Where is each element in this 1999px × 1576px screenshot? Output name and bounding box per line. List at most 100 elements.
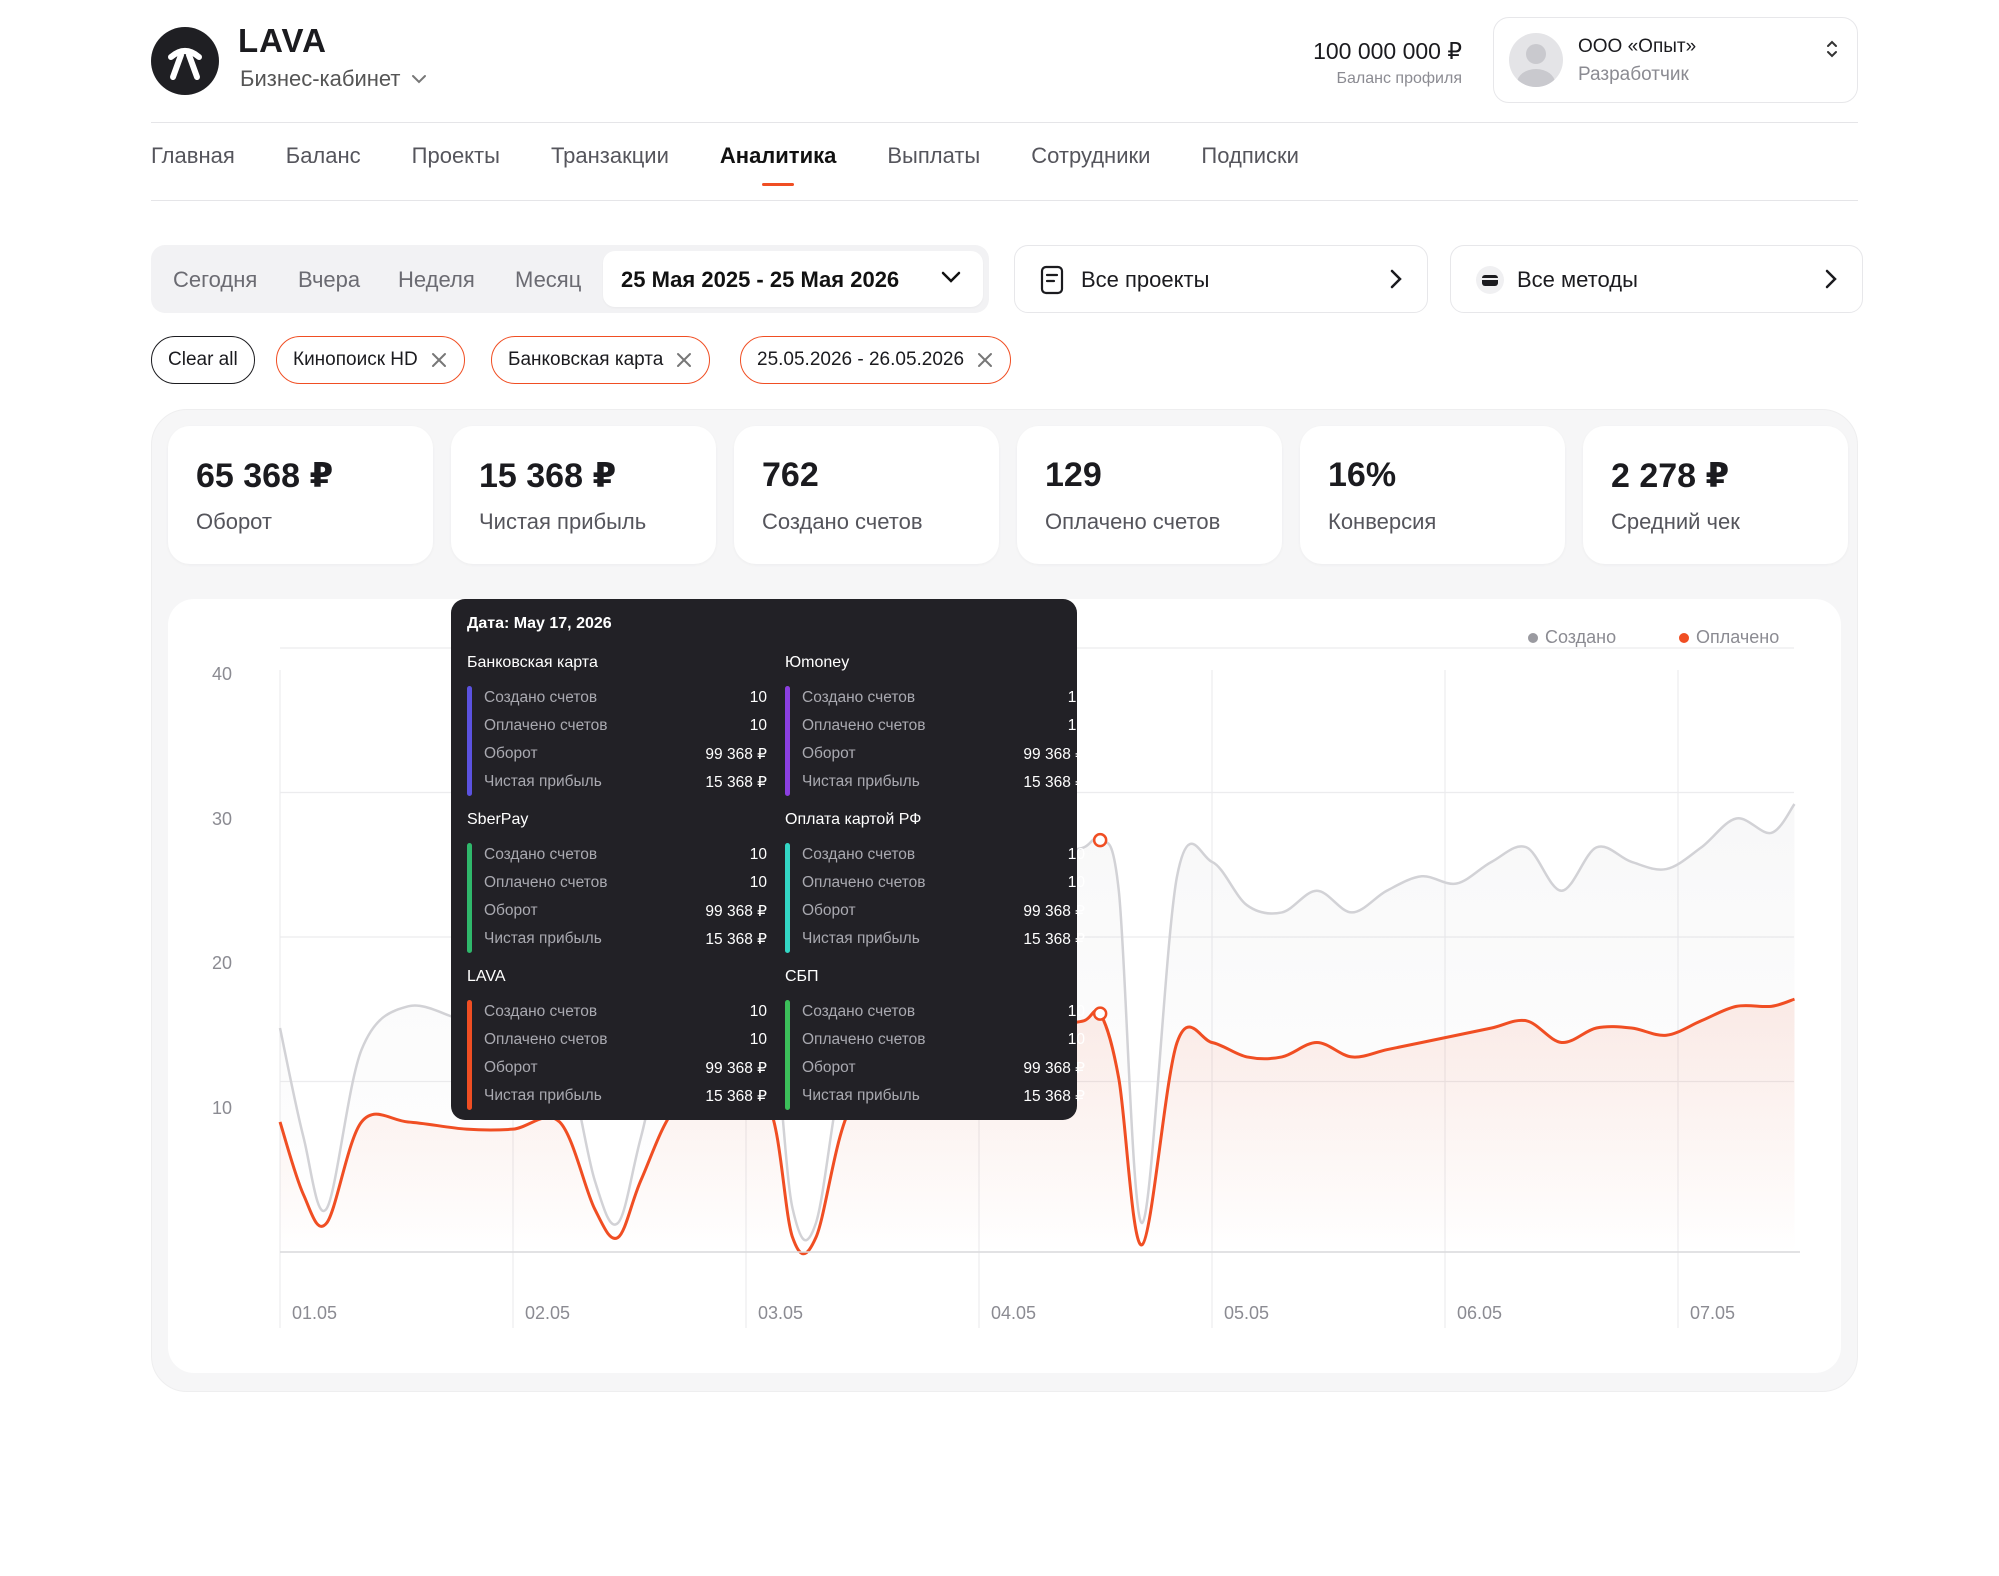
nav-item-projects[interactable]: Проекты — [411, 143, 500, 168]
tooltip-row-label: Оплачено счетов — [802, 874, 926, 891]
tooltip-row: Создано счетов 10 — [785, 1000, 1085, 1028]
tooltip-row-value: 10 — [1067, 874, 1085, 891]
methods-select-label: Все методы — [1517, 267, 1638, 292]
tooltip-row-label: Создано счетов — [484, 846, 598, 863]
tooltip-row-label: Создано счетов — [484, 689, 598, 706]
close-icon[interactable] — [430, 351, 448, 369]
period-yesterday[interactable]: Вчера — [298, 267, 361, 292]
stat-value: 129 — [1045, 456, 1102, 494]
filter-chip-label: Кинопоиск HD — [293, 349, 418, 370]
tooltip-row: Оплачено счетов 10 — [785, 1028, 1085, 1056]
tooltip-row: Оплачено счетов 10 — [467, 1028, 767, 1056]
tooltip-group-title: Оплата картой РФ — [785, 811, 922, 828]
lava-logo[interactable] — [151, 27, 219, 95]
tooltip-group-title: SberPay — [467, 811, 529, 828]
tooltip-row: Чистая прибыль 15 368 ₽ — [785, 770, 1085, 798]
x-tick-label: 03.05 — [758, 1303, 804, 1323]
stat-value: 762 — [762, 456, 819, 494]
projects-select-label: Все проекты — [1081, 267, 1210, 292]
filter-chip-label: Банковская карта — [508, 349, 664, 370]
account-switcher[interactable]: ООО «Опыт» Разработчик — [1493, 17, 1858, 103]
tooltip-group-body: Создано счетов 10 Оплачено счетов 10 Оборот 9… — [467, 843, 767, 955]
tooltip-row-value: 10 — [749, 717, 767, 734]
nav-item-transactions[interactable]: Транзакции — [550, 143, 669, 168]
receipt-icon — [1040, 265, 1064, 295]
tooltip-group: СБП Создано счетов 10 Оплачено счетов 10 Обор… — [785, 968, 1085, 1112]
filter-chip[interactable]: 25.05.2026 - 26.05.2026 — [740, 336, 1012, 384]
tooltip-row-label: Оборот — [484, 745, 538, 762]
period-week[interactable]: Неделя — [398, 267, 475, 292]
tooltip-row-value: 10 — [1067, 1031, 1085, 1048]
tooltip-row: Оплачено счетов 10 — [785, 871, 1085, 899]
clear-all-label: Clear all — [168, 349, 238, 370]
date-range-label: 25 Мая 2025 - 25 Мая 2026 — [621, 267, 900, 292]
tooltip-group-body: Создано счетов 10 Оплачено счетов 10 Оборот 9… — [467, 686, 767, 798]
tooltip-row-value: 99 368 ₽ — [705, 746, 767, 763]
tooltip-row-value: 10 — [749, 846, 767, 863]
tooltip-group: Юmoney Создано счетов 10 Оплачено счетов 10 О… — [785, 654, 1085, 798]
nav-item-main[interactable]: Главная — [151, 143, 235, 168]
tooltip-group-title: СБП — [785, 968, 819, 985]
stat-value: 16% — [1328, 456, 1397, 494]
nav-item-analytics[interactable]: Аналитика — [719, 143, 837, 168]
tooltip-row: Чистая прибыль 15 368 ₽ — [467, 770, 767, 798]
nav-item-subscriptions[interactable]: Подписки — [1201, 143, 1299, 168]
tooltip-row-value: 99 368 ₽ — [705, 1060, 767, 1077]
tooltip-row-label: Создано счетов — [802, 1003, 916, 1020]
highlight-point-created[interactable] — [1092, 832, 1108, 848]
tooltip-row: Чистая прибыль 15 368 ₽ — [467, 927, 767, 955]
tooltip-row-label: Создано счетов — [802, 689, 916, 706]
stat-card-conversion: 16% Конверсия — [1300, 426, 1565, 564]
tooltip-group-body: Создано счетов 10 Оплачено счетов 10 Оборот 9… — [785, 1000, 1085, 1112]
tooltip-row-value: 15 368 ₽ — [1023, 1088, 1085, 1105]
clear-all-button[interactable]: Clear all — [151, 336, 255, 384]
close-icon[interactable] — [675, 351, 693, 369]
methods-select[interactable]: Все методы — [1450, 245, 1863, 313]
stat-value: 2 278 ₽ — [1611, 457, 1730, 495]
legend-item-paid[interactable]: Оплачено — [1679, 627, 1779, 648]
filter-chip-label: 25.05.2026 - 26.05.2026 — [757, 349, 965, 370]
period-today[interactable]: Сегодня — [173, 267, 258, 292]
tooltip-row-label: Чистая прибыль — [802, 1087, 920, 1104]
stat-value: 15 368 ₽ — [479, 457, 617, 495]
tooltip-row-label: Оборот — [802, 1059, 856, 1076]
projects-select[interactable]: Все проекты — [1014, 245, 1428, 313]
stat-card-invoices-paid: 129 Оплачено счетов — [1017, 426, 1282, 564]
tooltip-row: Оборот 99 368 ₽ — [467, 899, 767, 927]
period-month[interactable]: Месяц — [515, 267, 582, 292]
tooltip-row-label: Чистая прибыль — [802, 773, 920, 790]
tooltip-row-label: Оборот — [802, 902, 856, 919]
stat-card-net-profit: 15 368 ₽ Чистая прибыль — [451, 426, 716, 564]
tooltip-row: Чистая прибыль 15 368 ₽ — [785, 1084, 1085, 1112]
tooltip-row: Чистая прибыль 15 368 ₽ — [467, 1084, 767, 1112]
date-range-picker[interactable]: 25 Мая 2025 - 25 Мая 2026 — [603, 251, 983, 307]
nav-item-balance[interactable]: Баланс — [285, 143, 361, 168]
legend-dot — [1679, 632, 1689, 643]
lava-logo-icon — [168, 48, 202, 80]
cabinet-switcher[interactable]: Бизнес-кабинет — [240, 66, 427, 92]
legend-item-created[interactable]: Создано — [1528, 627, 1616, 648]
close-icon[interactable] — [976, 351, 994, 369]
tooltip-row-value: 15 368 ₽ — [705, 931, 767, 948]
tooltip-row-value: 99 368 ₽ — [705, 903, 767, 920]
tooltip-row-label: Чистая прибыль — [484, 930, 602, 947]
nav-item-employees[interactable]: Сотрудники — [1031, 143, 1151, 168]
tooltip-date: Дата: May 17, 2026 — [467, 615, 612, 632]
tooltip-row-value: 10 — [1067, 717, 1085, 734]
filter-chip[interactable]: Кинопоиск HD — [276, 336, 465, 384]
tooltip-row: Создано счетов 10 — [785, 686, 1085, 714]
chevron-right-icon — [1390, 269, 1402, 289]
chevron-down-icon — [941, 271, 961, 283]
filter-chip[interactable]: Банковская карта — [491, 336, 711, 384]
tooltip-row: Создано счетов 10 — [467, 1000, 767, 1028]
highlight-point-paid[interactable] — [1092, 1006, 1108, 1021]
tooltip-group-title: LAVA — [467, 968, 506, 985]
tooltip-color-bar — [467, 843, 472, 953]
tooltip-row-value: 99 368 ₽ — [1023, 1060, 1085, 1077]
header-divider — [151, 122, 1858, 123]
tooltip-row: Создано счетов 10 — [467, 843, 767, 871]
y-tick-label: 20 — [212, 953, 233, 973]
user-avatar-icon — [1517, 44, 1555, 87]
nav-item-payouts[interactable]: Выплаты — [887, 143, 981, 168]
tooltip-row: Создано счетов 10 — [785, 843, 1085, 871]
